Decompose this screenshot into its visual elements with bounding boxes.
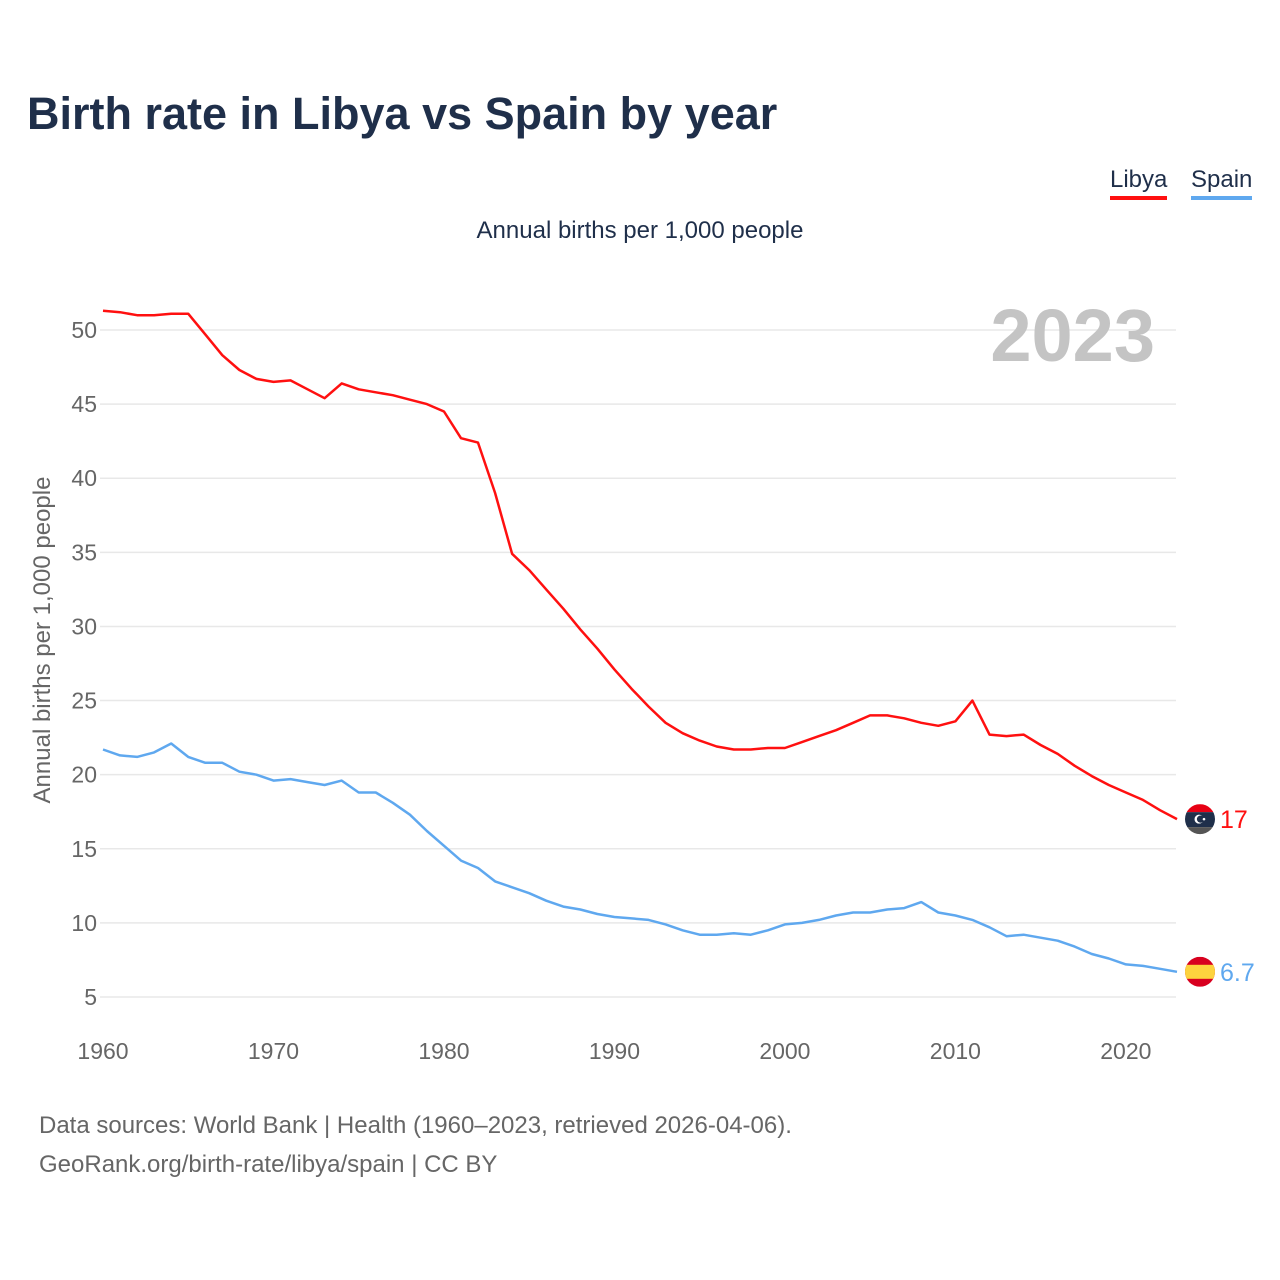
data-source: Data sources: World Bank | Health (1960–…: [39, 1112, 792, 1139]
y-tick-label: 20: [71, 762, 97, 788]
x-tick-label: 2000: [759, 1038, 810, 1064]
end-value-spain: 6.7: [1220, 959, 1255, 987]
x-tick-label: 1980: [418, 1038, 469, 1064]
footer: Data sources: World Bank | Health (1960–…: [39, 1106, 792, 1184]
x-tick-labels: 1960 1970 1980 1990 2000 2010 2020: [77, 1038, 1151, 1064]
source-link[interactable]: GeoRank.org/birth-rate/libya/spain | CC …: [39, 1151, 498, 1178]
end-value-libya: 17: [1220, 806, 1248, 834]
year-watermark: 2023: [990, 294, 1155, 377]
gridlines: [100, 329, 1176, 998]
y-tick-label: 30: [71, 613, 97, 639]
y-tick-labels: 5 10 15 20 25 30 35 40 45 50: [71, 317, 97, 1010]
y-tick-label: 5: [84, 984, 97, 1010]
end-markers: 176.7: [1185, 804, 1255, 987]
y-tick-label: 35: [71, 539, 97, 565]
series-line-libya: [102, 309, 1178, 821]
x-tick-label: 2010: [930, 1038, 981, 1064]
y-tick-label: 25: [71, 688, 97, 714]
legend-spain[interactable]: Spain: [1191, 166, 1253, 200]
y-tick-label: 10: [71, 910, 97, 936]
y-tick-label: 50: [71, 317, 97, 343]
spain-flag-icon: [1185, 956, 1215, 987]
y-tick-label: 45: [71, 391, 97, 417]
chart-subtitle: Annual births per 1,000 people: [476, 217, 804, 244]
x-tick-label: 1970: [248, 1038, 299, 1064]
legend-libya[interactable]: Libya: [1110, 166, 1168, 200]
y-tick-label: 15: [71, 836, 97, 862]
chart-title: Birth rate in Libya vs Spain by year: [27, 88, 778, 139]
x-tick-label: 1960: [77, 1038, 128, 1064]
libya-flag-icon: [1185, 804, 1215, 835]
series-line-spain: [102, 742, 1178, 974]
x-tick-label: 2020: [1100, 1038, 1151, 1064]
y-axis-label: Annual births per 1,000 people: [29, 477, 56, 804]
x-tick-label: 1990: [589, 1038, 640, 1064]
series-lines: [102, 309, 1178, 974]
y-tick-label: 40: [71, 465, 97, 491]
